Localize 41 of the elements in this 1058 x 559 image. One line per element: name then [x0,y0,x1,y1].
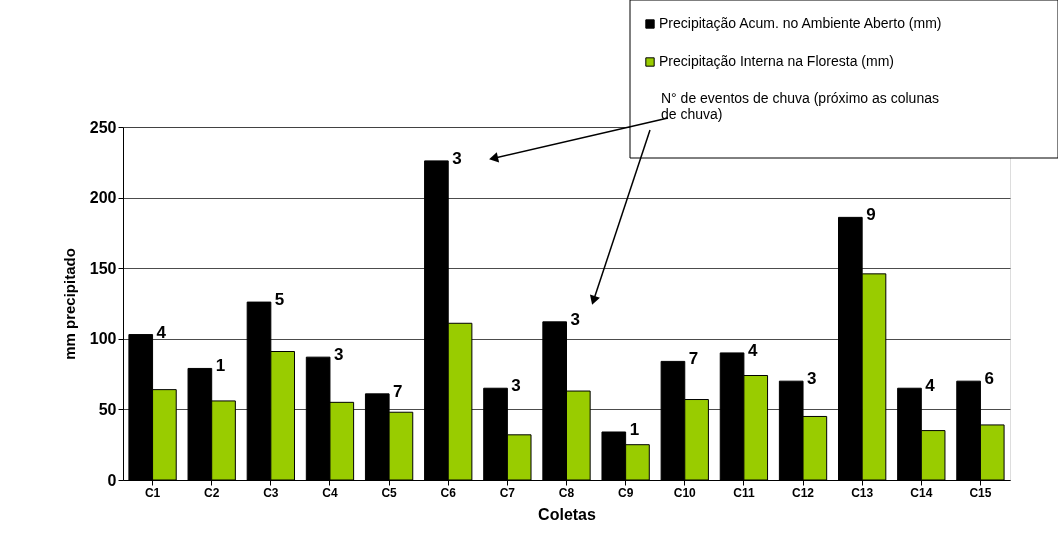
text: N° de eventos de chuva (próximo as colunas de chuva) [661,90,939,122]
x-tick-label: C15 [969,485,992,500]
x-tick-label: C5 [381,485,398,500]
x-tick-label: C13 [851,485,874,500]
x-tick-label: C8 [558,485,575,500]
x-tick-label: C6 [440,485,457,500]
annotation: 4 [747,340,758,360]
x-tick-label: C11 [733,485,755,500]
x-tick-label: C2 [204,485,220,500]
x-tick-label: C7 [499,485,516,500]
annotation: 1 [629,419,640,439]
y-tick-label: 200 [89,189,117,207]
legend-label: Precipitação Interna na Floresta (mm) [659,53,894,69]
x-tick-label: C10 [673,485,697,500]
annotation: 1 [215,356,226,376]
annotation: 3 [570,309,580,329]
annotation: 5 [274,290,285,310]
y-tick-label: 50 [98,400,117,418]
annotation: 6 [984,369,994,389]
x-tick-label: C14 [910,485,933,500]
annotation: 9 [866,205,876,225]
annotation: 3 [807,369,817,389]
x-tick-label: C4 [322,485,338,500]
y-tick-label: 150 [89,259,117,277]
x-tick-label: C1 [144,485,161,500]
annotation: 4 [925,376,936,396]
y-axis-title: mm precipitado [60,248,78,360]
x-axis-title: Coletas [538,505,596,523]
annotation: 7 [393,381,403,401]
annotation: 3 [511,376,521,396]
y-tick-label: 250 [89,118,117,136]
legend-label: Precipitação Acum. no Ambiente Aberto (mm) [659,15,942,31]
x-tick-label: C9 [617,485,634,500]
annotation: 7 [688,349,699,369]
annotation: 3 [333,345,344,365]
annotation: 3 [452,148,462,168]
annotation: 4 [156,322,167,342]
x-tick-label: C3 [263,485,279,500]
y-tick-label: 100 [89,330,117,348]
y-tick-label: 0 [107,471,117,489]
x-tick-label: C12 [792,485,815,500]
